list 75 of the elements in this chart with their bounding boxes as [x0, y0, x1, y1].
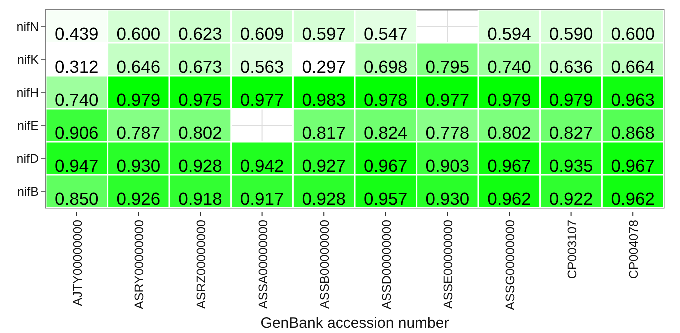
x-tick-label: ASSG00000000	[504, 220, 518, 310]
data-label: 0.975	[178, 90, 222, 110]
data-label: 0.787	[116, 123, 161, 143]
data-label: 0.795	[426, 57, 470, 77]
data-label: 0.927	[302, 156, 346, 176]
data-label: 0.922	[549, 189, 594, 209]
data-label: 0.698	[364, 57, 408, 77]
data-label: 0.636	[549, 57, 594, 77]
data-label: 0.917	[240, 189, 284, 209]
data-label: 0.563	[240, 57, 284, 77]
y-tick-label: nifB	[17, 184, 39, 199]
data-label: 0.827	[549, 123, 594, 143]
data-label: 0.850	[55, 189, 100, 209]
x-tick-label: ASSB00000000	[318, 220, 332, 309]
x-tick-label: AJTY00000000	[70, 220, 85, 306]
data-label: 0.957	[364, 189, 408, 209]
data-label: 0.942	[240, 156, 284, 176]
data-label: 0.928	[178, 156, 222, 176]
x-axis-title: GenBank accession number	[260, 315, 450, 332]
data-label: 0.906	[55, 123, 99, 143]
data-label: 0.930	[116, 156, 161, 176]
data-label: 0.817	[302, 123, 346, 143]
data-label: 0.903	[426, 156, 470, 176]
data-label: 0.918	[178, 189, 222, 209]
x-tick-label: ASSE00000000	[442, 220, 456, 309]
data-label: 0.977	[240, 90, 284, 110]
data-label: 0.967	[488, 156, 532, 176]
data-label: 0.979	[549, 90, 594, 110]
data-label: 0.740	[55, 90, 100, 110]
data-label: 0.935	[549, 156, 594, 176]
data-label: 0.664	[611, 57, 656, 77]
data-label: 0.930	[426, 189, 470, 209]
x-tick-label: ASSA00000000	[256, 220, 270, 309]
x-tick-label: CP003107	[565, 220, 580, 280]
data-label: 0.978	[364, 90, 408, 110]
y-tick-label: nifD	[16, 152, 39, 166]
data-label: 0.979	[116, 90, 161, 110]
y-tick-label: nifH	[16, 86, 39, 100]
data-label: 0.928	[302, 189, 346, 209]
data-label: 0.947	[55, 156, 99, 176]
data-label: 0.646	[116, 57, 161, 77]
data-label: 0.963	[611, 90, 655, 110]
data-label: 0.297	[302, 57, 346, 77]
data-label: 0.623	[178, 24, 222, 44]
data-label: 0.802	[488, 123, 532, 143]
data-label: 0.600	[116, 24, 161, 44]
data-label: 0.439	[55, 24, 99, 44]
data-label: 0.547	[364, 24, 408, 44]
data-label: 0.609	[240, 24, 284, 44]
data-label: 0.600	[611, 24, 656, 44]
data-label: 0.590	[549, 24, 594, 44]
data-label: 0.926	[116, 189, 161, 209]
data-label: 0.594	[488, 24, 532, 44]
data-label: 0.597	[302, 24, 346, 44]
y-tick-label: nifE	[17, 118, 39, 133]
data-label: 0.967	[611, 156, 655, 176]
data-label: 0.868	[611, 123, 655, 143]
data-label: 0.977	[426, 90, 470, 110]
x-tick-label: ASRZ00000000	[194, 220, 208, 309]
data-label: 0.778	[426, 123, 470, 143]
y-tick-label: nifN	[16, 20, 39, 34]
data-label: 0.824	[364, 123, 408, 143]
data-label: 0.967	[364, 156, 408, 176]
data-label: 0.962	[611, 189, 655, 209]
y-tick-label: nifK	[17, 52, 40, 67]
data-label: 0.962	[488, 189, 532, 209]
data-label: 0.312	[55, 57, 99, 77]
x-tick-label: ASRY00000000	[132, 220, 147, 310]
data-label: 0.740	[488, 57, 532, 77]
data-label: 0.673	[178, 57, 222, 77]
data-label: 0.983	[302, 90, 346, 110]
x-tick-label: ASSD00000000	[380, 220, 394, 310]
data-label: 0.802	[178, 123, 222, 143]
x-tick-label: CP004078	[627, 220, 642, 280]
data-label: 0.979	[488, 90, 532, 110]
